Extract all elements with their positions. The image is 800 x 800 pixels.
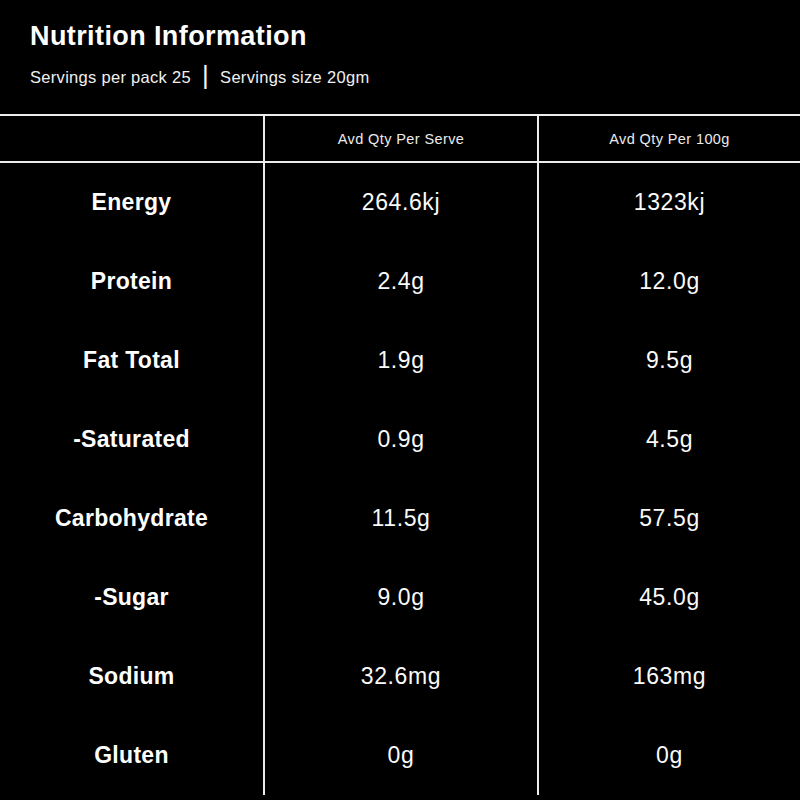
value-per-serve: 264.6kj	[263, 163, 537, 242]
value-per-serve: 1.9g	[263, 321, 537, 400]
value-per-100g: 1323kj	[537, 163, 800, 242]
value-per-serve: 0.9g	[263, 400, 537, 479]
row-label: -Sugar	[0, 558, 263, 637]
serving-size-text: Servings size 20gm	[220, 68, 369, 87]
servings-per-pack-text: Servings per pack 25	[30, 68, 191, 87]
value-per-100g: 45.0g	[537, 558, 800, 637]
column-header-empty	[0, 114, 263, 163]
row-label: Protein	[0, 242, 263, 321]
row-label: Fat Total	[0, 321, 263, 400]
column-header-per-serve: Avd Qty Per Serve	[263, 114, 537, 163]
value-per-100g: 9.5g	[537, 321, 800, 400]
row-label: Sodium	[0, 637, 263, 716]
row-label: Energy	[0, 163, 263, 242]
value-per-serve: 0g	[263, 716, 537, 795]
column-header-per-100g: Avd Qty Per 100g	[537, 114, 800, 163]
page-title: Nutrition Information	[30, 21, 800, 52]
value-per-serve: 32.6mg	[263, 637, 537, 716]
row-label: Gluten	[0, 716, 263, 795]
value-per-100g: 0g	[537, 716, 800, 795]
servings-info: Servings per pack 25 | Servings size 20g…	[30, 64, 800, 90]
value-per-100g: 57.5g	[537, 479, 800, 558]
value-per-serve: 2.4g	[263, 242, 537, 321]
nutrition-table: Avd Qty Per Serve Avd Qty Per 100g Energ…	[0, 114, 800, 795]
row-label: Carbohydrate	[0, 479, 263, 558]
value-per-100g: 4.5g	[537, 400, 800, 479]
separator-bar: |	[202, 62, 209, 88]
value-per-serve: 11.5g	[263, 479, 537, 558]
value-per-100g: 163mg	[537, 637, 800, 716]
nutrition-label: Nutrition Information Servings per pack …	[0, 0, 800, 800]
value-per-serve: 9.0g	[263, 558, 537, 637]
row-label: -Saturated	[0, 400, 263, 479]
label-header: Nutrition Information Servings per pack …	[0, 0, 800, 114]
value-per-100g: 12.0g	[537, 242, 800, 321]
